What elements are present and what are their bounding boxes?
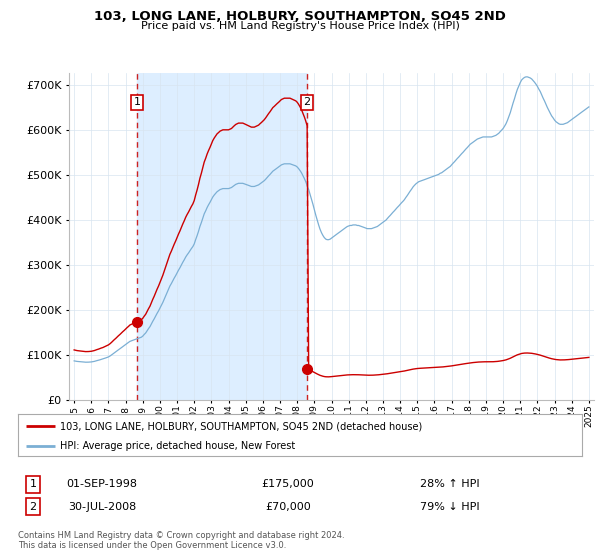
Text: 103, LONG LANE, HOLBURY, SOUTHAMPTON, SO45 2ND (detached house): 103, LONG LANE, HOLBURY, SOUTHAMPTON, SO… — [60, 421, 422, 431]
Bar — [137, 73, 307, 400]
Text: 2: 2 — [29, 502, 37, 512]
Text: 103, LONG LANE, HOLBURY, SOUTHAMPTON, SO45 2ND: 103, LONG LANE, HOLBURY, SOUTHAMPTON, SO… — [94, 10, 506, 22]
Text: 30-JUL-2008: 30-JUL-2008 — [68, 502, 136, 512]
Text: 2: 2 — [304, 97, 311, 108]
Text: £175,000: £175,000 — [262, 479, 314, 489]
Text: 28% ↑ HPI: 28% ↑ HPI — [420, 479, 480, 489]
Text: £70,000: £70,000 — [265, 502, 311, 512]
Text: 79% ↓ HPI: 79% ↓ HPI — [420, 502, 480, 512]
Text: 01-SEP-1998: 01-SEP-1998 — [67, 479, 137, 489]
Text: Price paid vs. HM Land Registry's House Price Index (HPI): Price paid vs. HM Land Registry's House … — [140, 21, 460, 31]
Text: Contains HM Land Registry data © Crown copyright and database right 2024.
This d: Contains HM Land Registry data © Crown c… — [18, 531, 344, 550]
Text: 1: 1 — [134, 97, 140, 108]
Text: HPI: Average price, detached house, New Forest: HPI: Average price, detached house, New … — [60, 441, 296, 451]
Text: 1: 1 — [29, 479, 37, 489]
